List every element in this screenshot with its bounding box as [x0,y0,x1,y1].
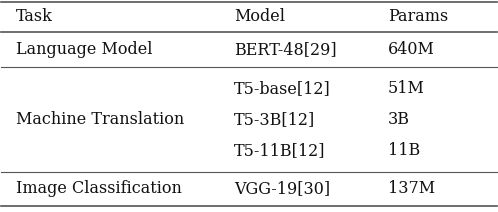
Text: 640M: 640M [387,41,435,58]
Text: 3B: 3B [387,111,410,128]
Text: VGG-19[30]: VGG-19[30] [234,180,330,197]
Text: Machine Translation: Machine Translation [16,111,184,128]
Text: 11B: 11B [387,142,420,159]
Text: 51M: 51M [387,80,424,97]
Text: BERT-48[29]: BERT-48[29] [234,41,337,58]
Text: Image Classification: Image Classification [16,180,182,197]
Text: Params: Params [387,8,448,25]
Text: T5-11B[12]: T5-11B[12] [234,142,326,159]
Text: Model: Model [234,8,285,25]
Text: Task: Task [16,8,53,25]
Text: T5-3B[12]: T5-3B[12] [234,111,315,128]
Text: T5-base[12]: T5-base[12] [234,80,331,97]
Text: Language Model: Language Model [16,41,153,58]
Text: 137M: 137M [387,180,435,197]
